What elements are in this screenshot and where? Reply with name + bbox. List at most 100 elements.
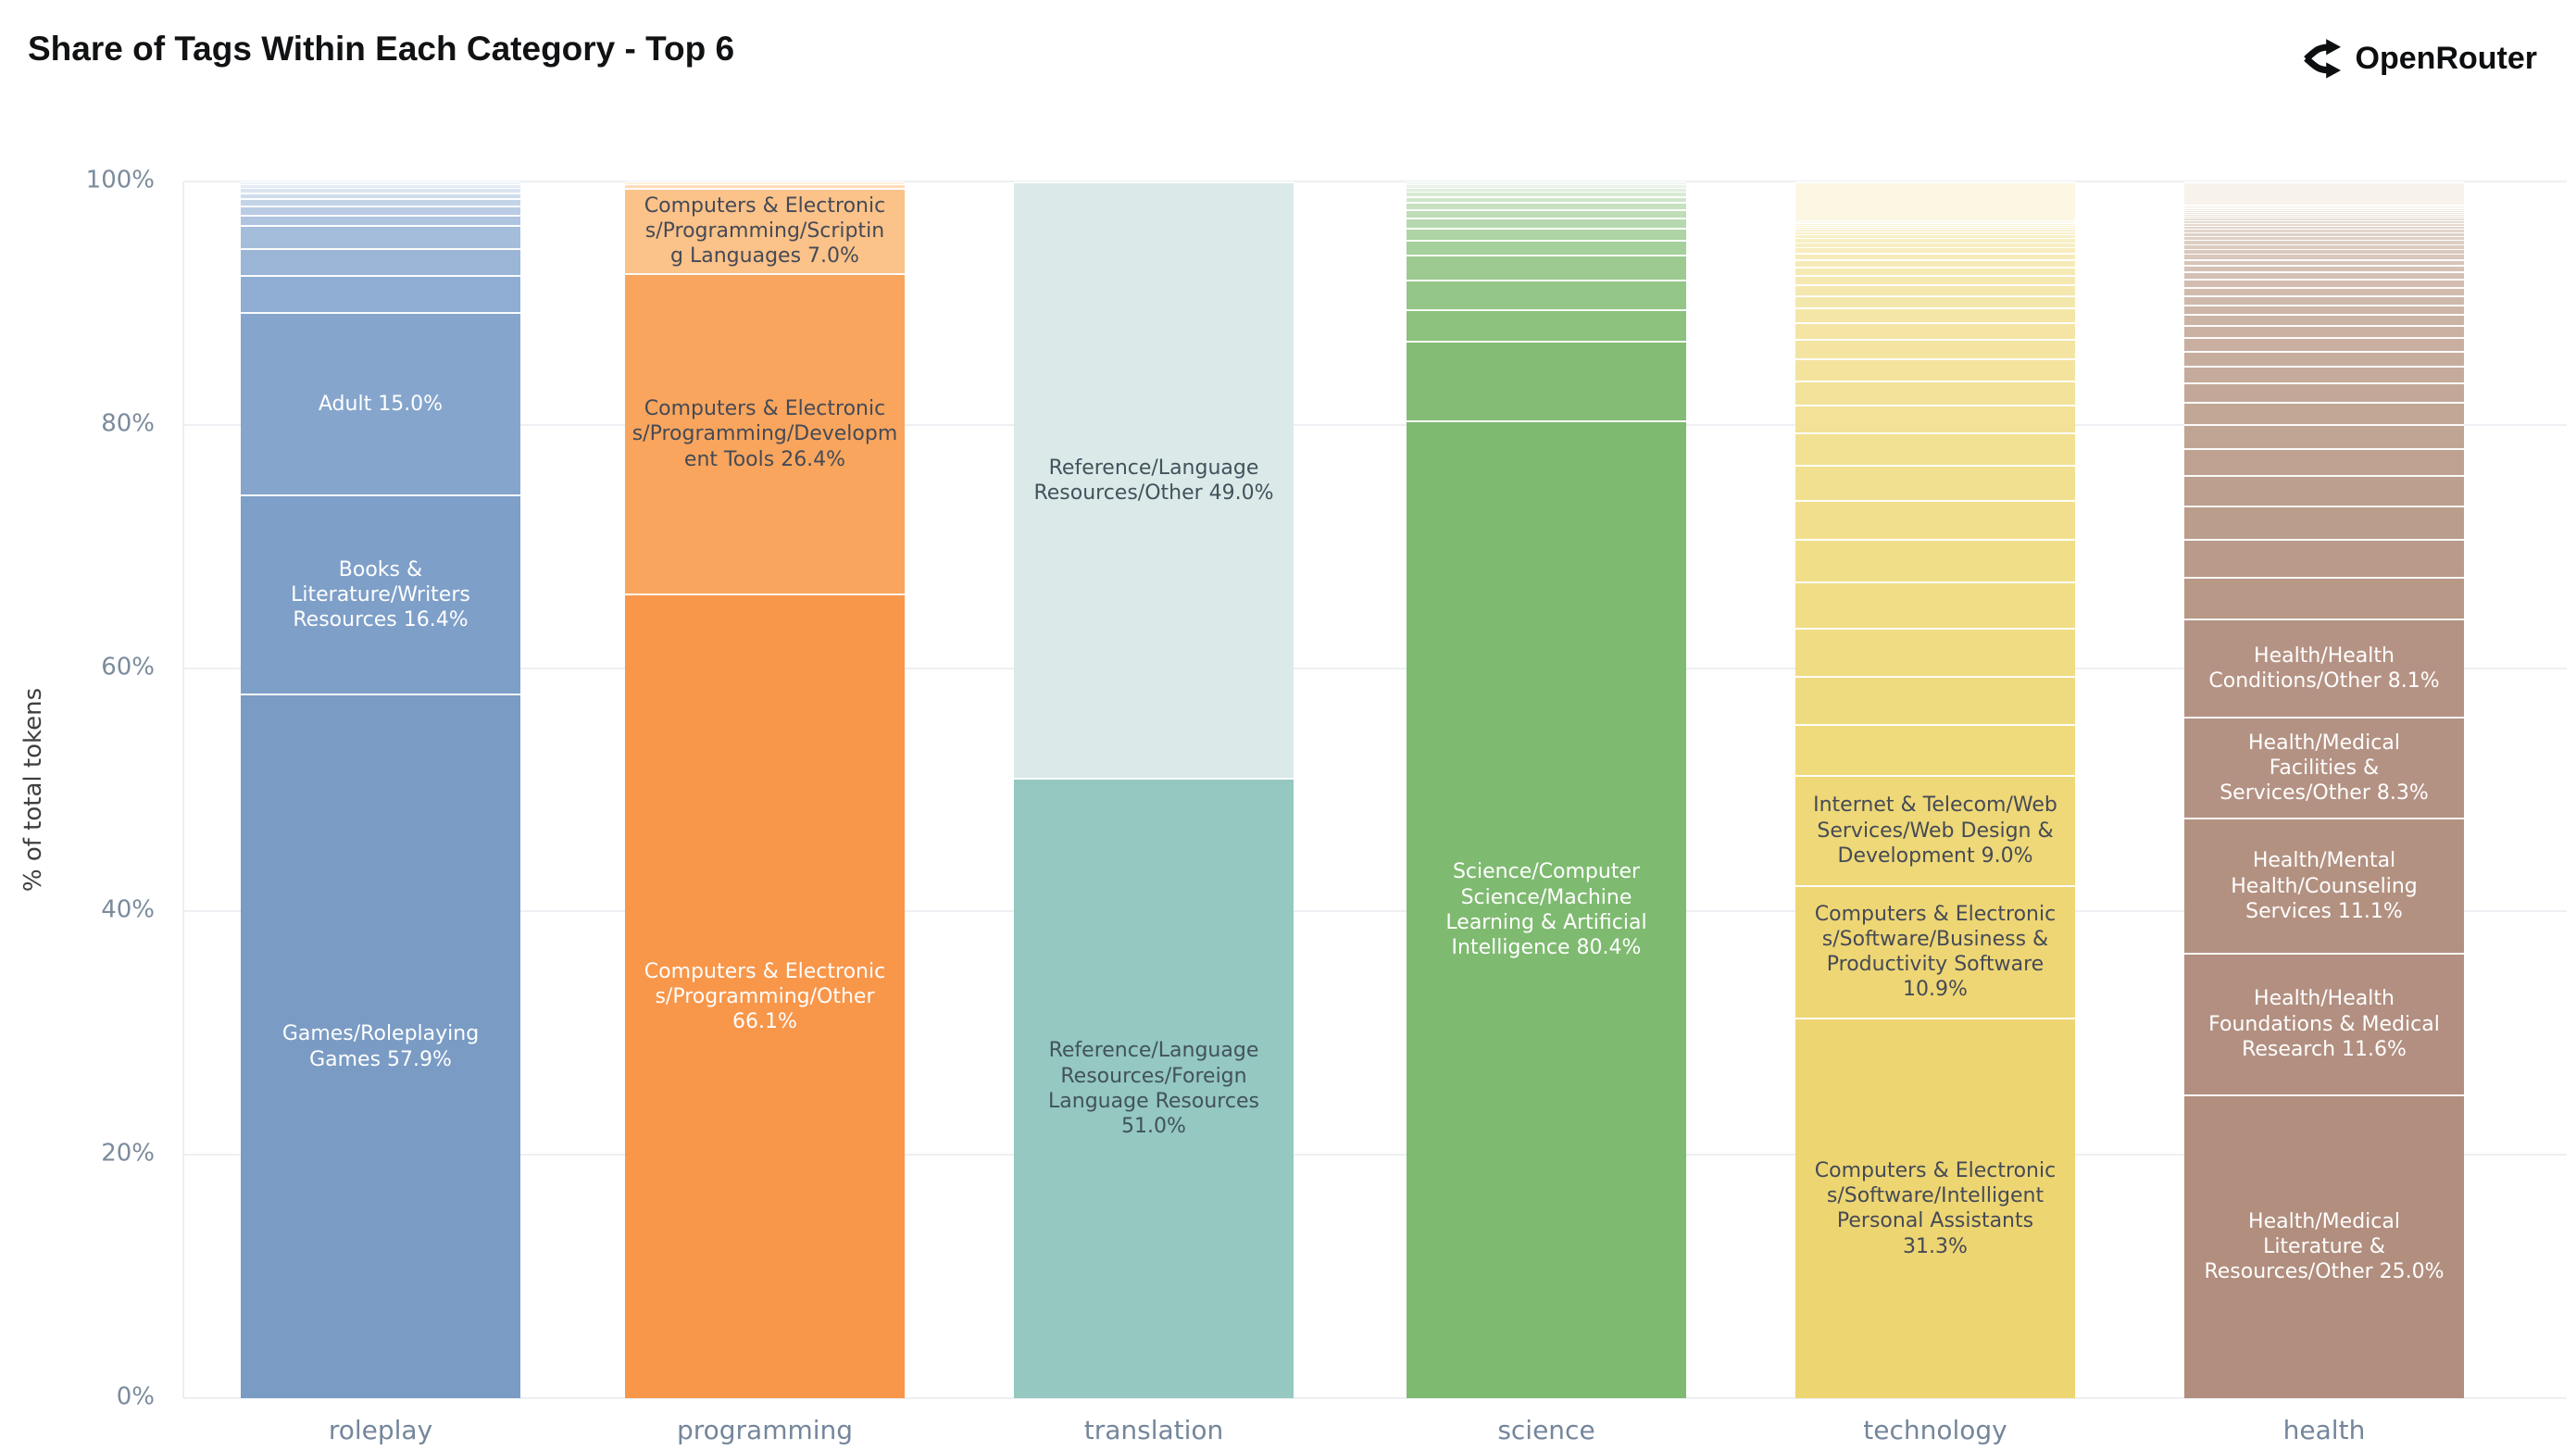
tail-segment[interactable] — [1795, 226, 2075, 230]
segment[interactable]: Health/Mental Health/Counseling Services… — [2184, 818, 2464, 954]
tail-segment[interactable] — [1407, 240, 1686, 255]
tail-segment[interactable] — [241, 198, 520, 206]
tail-segment[interactable] — [1795, 222, 2075, 225]
tail-segment[interactable] — [241, 214, 520, 226]
tail-segment[interactable] — [2184, 350, 2464, 366]
tail-segment[interactable] — [241, 225, 520, 249]
tail-segment[interactable] — [2184, 401, 2464, 424]
tail-segment[interactable] — [2184, 325, 2464, 338]
segment[interactable]: Health/Health Foundations & Medical Rese… — [2184, 953, 2464, 1094]
tail-segment[interactable] — [1795, 229, 2075, 232]
tail-segment[interactable] — [1795, 274, 2075, 285]
tail-segment[interactable] — [625, 181, 905, 184]
tail-segment[interactable] — [1795, 675, 2075, 725]
tail-segment[interactable] — [1795, 253, 2075, 259]
tail-segment[interactable] — [1795, 221, 2075, 223]
segment[interactable]: Books & Literature/Writers Resources 16.… — [241, 494, 520, 694]
tail-segment[interactable] — [1795, 266, 2075, 275]
tail-segment[interactable] — [1407, 341, 1686, 420]
segment[interactable]: Adult 15.0% — [241, 311, 520, 494]
tail-segment[interactable] — [1795, 380, 2075, 406]
tail-segment[interactable] — [1795, 284, 2075, 295]
tail-segment[interactable] — [1795, 405, 2075, 433]
tail-segment[interactable] — [241, 183, 520, 188]
tail-segment[interactable] — [2184, 222, 2464, 226]
tail-segment[interactable] — [241, 275, 520, 312]
tail-segment[interactable] — [1795, 499, 2075, 539]
tail-segment[interactable] — [2184, 286, 2464, 296]
tail-segment[interactable] — [2184, 253, 2464, 259]
tail-segment[interactable] — [1795, 247, 2075, 254]
tail-segment[interactable] — [2184, 248, 2464, 254]
tail-segment[interactable] — [241, 248, 520, 276]
tail-segment[interactable] — [2184, 218, 2464, 220]
tail-segment[interactable] — [241, 181, 520, 184]
tail-segment[interactable] — [1795, 627, 2075, 676]
segment[interactable]: Computers & Electronic s/Software/Busine… — [1795, 884, 2075, 1018]
tail-segment[interactable] — [1795, 339, 2075, 359]
tail-segment[interactable] — [625, 183, 905, 188]
tail-segment[interactable] — [1407, 202, 1686, 210]
tail-segment[interactable] — [1407, 183, 1686, 188]
tail-segment[interactable] — [2184, 235, 2464, 240]
tail-segment[interactable] — [241, 187, 520, 193]
tail-segment[interactable] — [1407, 195, 1686, 203]
tail-segment[interactable] — [2184, 447, 2464, 475]
tail-segment[interactable] — [1407, 191, 1686, 196]
tail-segment[interactable] — [1407, 187, 1686, 192]
segment[interactable]: Computers & Electronic s/Programming/Scr… — [625, 187, 905, 273]
tail-segment[interactable] — [1795, 432, 2075, 465]
tail-segment[interactable] — [1795, 224, 2075, 227]
tail-segment[interactable] — [1795, 538, 2075, 581]
tail-segment[interactable] — [2184, 295, 2464, 305]
tail-segment[interactable] — [2184, 231, 2464, 236]
segment[interactable]: Health/Medical Literature & Resources/Ot… — [2184, 1094, 2464, 1398]
tail-segment[interactable] — [2184, 239, 2464, 244]
tail-segment[interactable] — [2184, 577, 2464, 619]
tail-segment[interactable] — [2184, 337, 2464, 351]
tail-segment[interactable] — [2184, 229, 2464, 232]
segment[interactable]: Reference/Language Resources/Foreign Lan… — [1014, 777, 1294, 1398]
tail-segment[interactable] — [2184, 181, 2464, 205]
tail-segment[interactable] — [2184, 539, 2464, 578]
tail-segment[interactable] — [241, 206, 520, 215]
segment[interactable]: Internet & Telecom/Web Services/Web Desi… — [1795, 775, 2075, 885]
segment[interactable]: Computers & Electronic s/Software/Intell… — [1795, 1017, 2075, 1398]
tail-segment[interactable] — [1795, 321, 2075, 340]
tail-segment[interactable] — [2184, 204, 2464, 206]
tail-segment[interactable] — [1795, 724, 2075, 776]
tail-segment[interactable] — [2184, 211, 2464, 214]
tail-segment[interactable] — [2184, 304, 2464, 315]
segment[interactable]: Computers & Electronic s/Programming/Dev… — [625, 272, 905, 594]
tail-segment[interactable] — [1407, 218, 1686, 228]
tail-segment[interactable] — [1407, 254, 1686, 281]
tail-segment[interactable] — [2184, 219, 2464, 223]
tail-segment[interactable] — [2184, 279, 2464, 287]
tail-segment[interactable] — [2184, 258, 2464, 266]
tail-segment[interactable] — [1795, 307, 2075, 322]
segment[interactable]: Games/Roleplaying Games 57.9% — [241, 694, 520, 1398]
tail-segment[interactable] — [1407, 227, 1686, 241]
segment[interactable]: Computers & Electronic s/Programming/Oth… — [625, 594, 905, 1398]
tail-segment[interactable] — [1795, 295, 2075, 308]
tail-segment[interactable] — [1795, 358, 2075, 381]
tail-segment[interactable] — [2184, 474, 2464, 506]
tail-segment[interactable] — [1795, 242, 2075, 248]
tail-segment[interactable] — [2184, 381, 2464, 402]
tail-segment[interactable] — [2184, 209, 2464, 212]
tail-segment[interactable] — [2184, 206, 2464, 209]
tail-segment[interactable] — [2184, 314, 2464, 326]
segment[interactable]: Health/Health Conditions/Other 8.1% — [2184, 618, 2464, 718]
tail-segment[interactable] — [1795, 181, 2075, 221]
tail-segment[interactable] — [2184, 265, 2464, 272]
tail-segment[interactable] — [2184, 271, 2464, 280]
segment[interactable]: Science/Computer Science/Machine Learnin… — [1407, 419, 1686, 1398]
tail-segment[interactable] — [2184, 215, 2464, 219]
segment[interactable]: Health/Medical Facilities & Services/Oth… — [2184, 717, 2464, 819]
tail-segment[interactable] — [1795, 258, 2075, 267]
tail-segment[interactable] — [2184, 208, 2464, 210]
tail-segment[interactable] — [2184, 365, 2464, 382]
tail-segment[interactable] — [1407, 181, 1686, 184]
tail-segment[interactable] — [2184, 213, 2464, 216]
tail-segment[interactable] — [1795, 234, 2075, 239]
